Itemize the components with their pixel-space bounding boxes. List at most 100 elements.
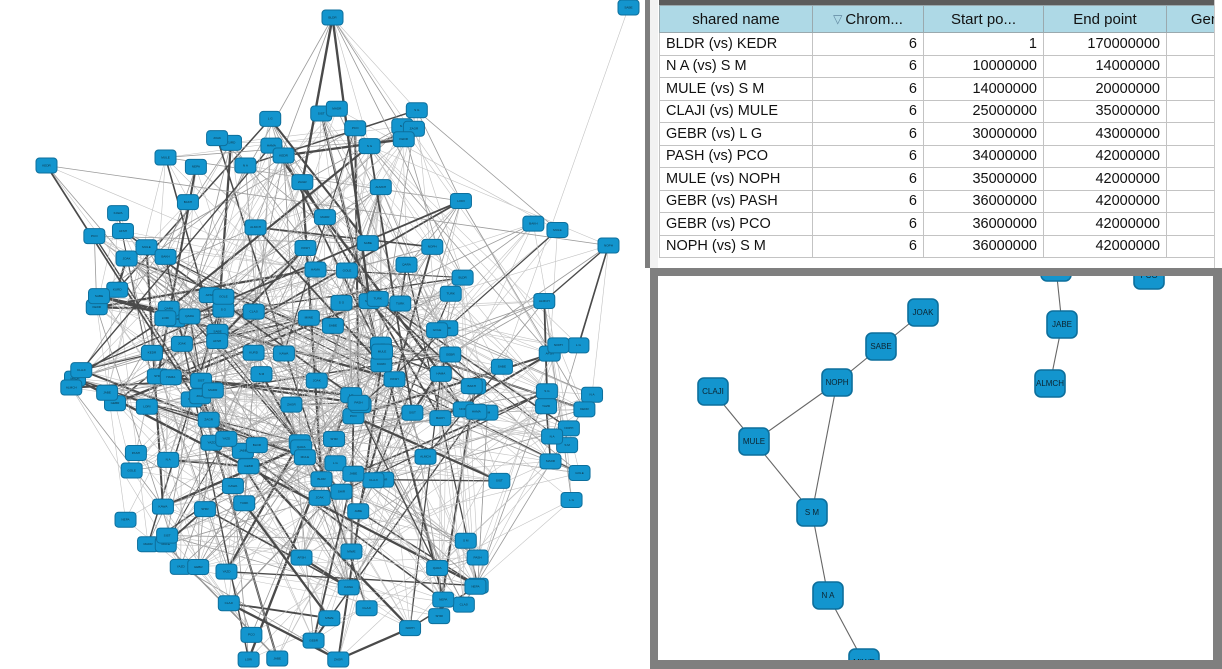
main-network-canvas[interactable]: BLDR KEDR MULE NOPH SABE JOAK CLAJI MADR GEBR PAS… bbox=[0, 0, 645, 669]
main-network-edge[interactable] bbox=[197, 277, 463, 568]
column-header-start-point[interactable]: Start po... bbox=[923, 5, 1044, 33]
main-network-node[interactable]: SIST bbox=[488, 472, 511, 489]
main-network-node[interactable]: AFSH bbox=[206, 333, 229, 350]
main-network-node[interactable]: NOPH bbox=[421, 238, 444, 255]
main-network-edge[interactable] bbox=[320, 113, 359, 403]
table-row[interactable]: CLAJI (vs) MULE625000000350000005.9 bbox=[659, 99, 1222, 123]
main-network-node[interactable]: CLAJI bbox=[362, 472, 385, 489]
main-network-edge[interactable] bbox=[305, 145, 370, 249]
main-network-node[interactable]: S M bbox=[250, 366, 273, 383]
main-network-edge[interactable] bbox=[226, 570, 478, 587]
main-network-edge[interactable] bbox=[305, 186, 382, 249]
main-network-edge[interactable] bbox=[283, 128, 356, 354]
main-network-edge[interactable] bbox=[98, 295, 395, 381]
main-network-edge[interactable] bbox=[146, 127, 356, 248]
main-network-edge[interactable] bbox=[180, 402, 359, 568]
main-network-edge[interactable] bbox=[46, 165, 609, 246]
main-network-edge[interactable] bbox=[114, 155, 284, 404]
main-network-edge[interactable] bbox=[316, 300, 545, 382]
main-network-edge[interactable] bbox=[436, 345, 559, 569]
main-network-edge[interactable] bbox=[436, 411, 477, 569]
main-network-node[interactable]: HAMA bbox=[465, 403, 488, 420]
main-network-edge[interactable] bbox=[200, 380, 314, 641]
sub-network-node[interactable]: S M bbox=[796, 498, 828, 527]
main-network-edge[interactable] bbox=[261, 374, 349, 588]
main-network-node[interactable]: NOPH bbox=[597, 237, 620, 254]
main-network-edge[interactable] bbox=[200, 380, 330, 619]
sub-network-node[interactable]: PCO bbox=[1133, 276, 1165, 290]
main-network-node[interactable]: PASH bbox=[124, 445, 147, 462]
main-network-edge[interactable] bbox=[412, 200, 462, 413]
table-cell-chromosome[interactable]: 6 bbox=[812, 167, 924, 191]
main-network-edge[interactable] bbox=[245, 165, 262, 375]
main-network-node[interactable]: BLDR bbox=[451, 269, 474, 286]
main-network-node[interactable]: TURK bbox=[439, 285, 462, 302]
main-network-edge[interactable] bbox=[180, 352, 254, 568]
main-network-edge[interactable] bbox=[336, 108, 451, 355]
main-network-node[interactable]: S G bbox=[358, 138, 381, 155]
table-cell-genetic_distance[interactable]: 5.9 bbox=[1166, 99, 1222, 123]
data-table-panel[interactable]: shared name ▽ Chrom... Start po... End po… bbox=[645, 0, 1222, 268]
main-network-edge[interactable] bbox=[336, 108, 558, 231]
main-network-edge[interactable] bbox=[357, 510, 479, 587]
main-network-edge[interactable] bbox=[245, 165, 476, 587]
main-network-node[interactable]: SABE bbox=[617, 0, 640, 16]
main-network-edge[interactable] bbox=[358, 409, 464, 512]
sub-network-node[interactable]: JOAK bbox=[907, 298, 939, 327]
main-network-edge[interactable] bbox=[146, 165, 246, 407]
main-network-edge[interactable] bbox=[440, 418, 465, 605]
table-cell-genetic_distance[interactable]: 8.9 bbox=[1166, 189, 1222, 213]
main-network-node[interactable]: SABE bbox=[490, 358, 513, 375]
main-network-node[interactable]: JOAK bbox=[115, 250, 138, 267]
sub-network-node[interactable]: N A bbox=[812, 581, 844, 610]
sub-network-node[interactable]: JABE bbox=[1046, 310, 1078, 339]
main-network-edge[interactable] bbox=[301, 491, 342, 558]
main-network-edge[interactable] bbox=[70, 387, 164, 507]
main-network-edge[interactable] bbox=[369, 145, 609, 246]
main-network-node[interactable]: JABE bbox=[342, 465, 365, 482]
main-network-edge[interactable] bbox=[543, 300, 572, 500]
main-network-node[interactable]: NOPH bbox=[557, 420, 580, 437]
table-cell-end_point[interactable]: 43000000 bbox=[1043, 122, 1167, 146]
table-cell-end_point[interactable]: 14000000 bbox=[1043, 54, 1167, 78]
table-cell-shared_name[interactable]: BLDR (vs) KEDR bbox=[659, 32, 813, 56]
main-network-node[interactable]: KAWA bbox=[151, 498, 174, 515]
main-network-edge[interactable] bbox=[320, 113, 448, 329]
main-network-edge[interactable] bbox=[168, 145, 371, 310]
main-network-edge[interactable] bbox=[106, 157, 166, 393]
main-network-edge[interactable] bbox=[162, 446, 302, 508]
table-cell-shared_name[interactable]: MULE (vs) S M bbox=[659, 77, 813, 101]
main-network-edge[interactable] bbox=[380, 344, 572, 501]
main-network-edge[interactable] bbox=[256, 444, 478, 558]
main-network-edge[interactable] bbox=[460, 200, 585, 410]
main-network-node[interactable]: GOLE bbox=[120, 462, 143, 479]
main-network-edge[interactable] bbox=[209, 165, 246, 296]
main-network-edge[interactable] bbox=[332, 17, 463, 278]
column-header-end-point[interactable]: End point bbox=[1043, 5, 1167, 33]
main-network-edge[interactable] bbox=[135, 318, 166, 454]
main-network-node[interactable]: JOAK bbox=[305, 372, 328, 389]
table-cell-chromosome[interactable]: 6 bbox=[812, 77, 924, 101]
table-cell-end_point[interactable]: 42000000 bbox=[1043, 144, 1167, 168]
table-cell-end_point[interactable]: 42000000 bbox=[1043, 189, 1167, 213]
main-network-edge[interactable] bbox=[283, 155, 335, 440]
main-network-node[interactable]: CLAJI bbox=[217, 595, 240, 612]
main-network-edge[interactable] bbox=[211, 442, 322, 480]
main-network-edge[interactable] bbox=[549, 229, 558, 354]
table-cell-start_point[interactable]: 35000000 bbox=[923, 167, 1044, 191]
main-network-edge[interactable] bbox=[225, 441, 301, 573]
main-network-edge[interactable] bbox=[122, 230, 465, 605]
main-network-edge[interactable] bbox=[332, 17, 418, 111]
main-network-node[interactable]: MADR bbox=[313, 209, 336, 226]
table-cell-start_point[interactable]: 10000000 bbox=[923, 54, 1044, 78]
main-network-node[interactable]: S G bbox=[535, 383, 558, 400]
main-network-node[interactable]: L G bbox=[567, 337, 590, 354]
table-row[interactable]: GEBR (vs) PASH636000000420000008.9 bbox=[659, 189, 1222, 213]
main-network-edge[interactable] bbox=[164, 157, 218, 342]
main-network-view[interactable]: BLDR KEDR MULE NOPH SABE JOAK CLAJI MADR GEBR PAS… bbox=[0, 0, 645, 669]
main-network-edge[interactable] bbox=[189, 316, 285, 354]
main-network-edge[interactable] bbox=[216, 247, 307, 342]
main-network-node[interactable]: NOPH bbox=[547, 337, 570, 354]
main-network-edge[interactable] bbox=[383, 478, 500, 482]
